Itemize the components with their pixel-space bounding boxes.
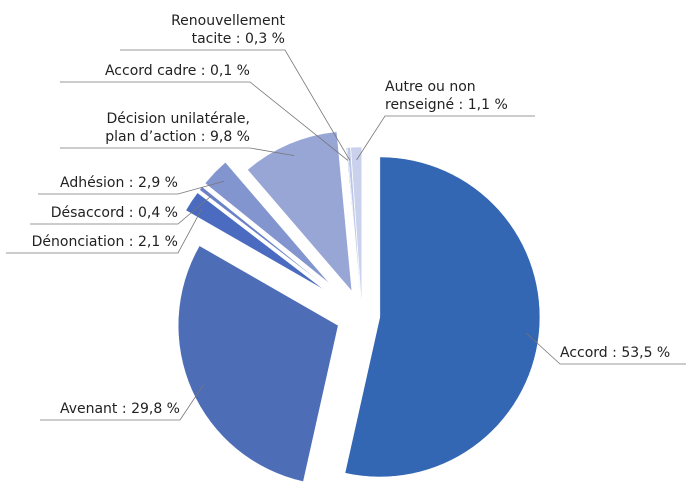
slice-label: Accord cadre : 0,1 % xyxy=(60,62,250,80)
value-label: 0,3 % xyxy=(244,31,285,47)
value-label: 2,1 % xyxy=(137,234,178,250)
slice-label: Accord : 53,5 % xyxy=(560,344,686,362)
leader-line xyxy=(30,195,212,225)
category-name: Dénonciation xyxy=(31,234,125,250)
leader-line xyxy=(60,147,295,157)
separator: : xyxy=(231,31,245,47)
value-label: 53,5 % xyxy=(621,345,671,361)
leader-line xyxy=(40,384,204,421)
separator: : xyxy=(124,175,138,191)
category-name: Décision unilatérale, plan d’action xyxy=(105,111,250,145)
leader-line xyxy=(6,208,203,254)
separator: : xyxy=(124,234,138,250)
slice-label: Renouvellement tacite : 0,3 % xyxy=(120,12,285,48)
leader-line xyxy=(38,180,225,195)
leader-line xyxy=(525,332,686,365)
pie-slice xyxy=(185,192,325,291)
value-label: 9,8 % xyxy=(209,129,250,145)
pie-slice xyxy=(350,146,362,308)
separator: : xyxy=(607,345,622,361)
value-label: 0,1 % xyxy=(209,63,250,79)
separator: : xyxy=(124,205,138,221)
separator: : xyxy=(454,97,468,113)
pie-slice xyxy=(204,161,330,284)
value-label: 1,1 % xyxy=(467,97,508,113)
category-name: Accord xyxy=(560,345,608,361)
leader-line xyxy=(120,49,351,161)
pie-slice xyxy=(199,186,327,288)
slice-label: Décision unilatérale, plan d’action : 9,… xyxy=(60,110,250,146)
pie-slice xyxy=(344,156,541,478)
value-label: 29,8 % xyxy=(131,401,180,417)
category-name: Avenant xyxy=(59,401,118,417)
separator: : xyxy=(196,63,210,79)
slice-label: Dénonciation : 2,1 % xyxy=(6,233,178,251)
slice-label: Autre ou non renseigné : 1,1 % xyxy=(385,78,535,114)
value-label: 2,9 % xyxy=(137,175,178,191)
category-name: Désaccord xyxy=(50,205,125,221)
category-name: Adhésion xyxy=(60,175,125,191)
leader-line xyxy=(60,81,349,161)
leader-line xyxy=(356,115,535,161)
category-name: Autre ou non renseigné xyxy=(385,79,476,113)
category-name: Renouvellement tacite xyxy=(171,13,285,47)
slice-label: Adhésion : 2,9 % xyxy=(38,174,178,192)
pie-slice xyxy=(347,147,362,308)
pie-slice xyxy=(177,245,339,482)
slice-label: Avenant : 29,8 % xyxy=(40,400,180,418)
separator: : xyxy=(196,129,210,145)
category-name: Accord cadre xyxy=(104,63,197,79)
value-label: 0,4 % xyxy=(137,205,178,221)
separator: : xyxy=(117,401,132,417)
slice-label: Désaccord : 0,4 % xyxy=(30,204,178,222)
